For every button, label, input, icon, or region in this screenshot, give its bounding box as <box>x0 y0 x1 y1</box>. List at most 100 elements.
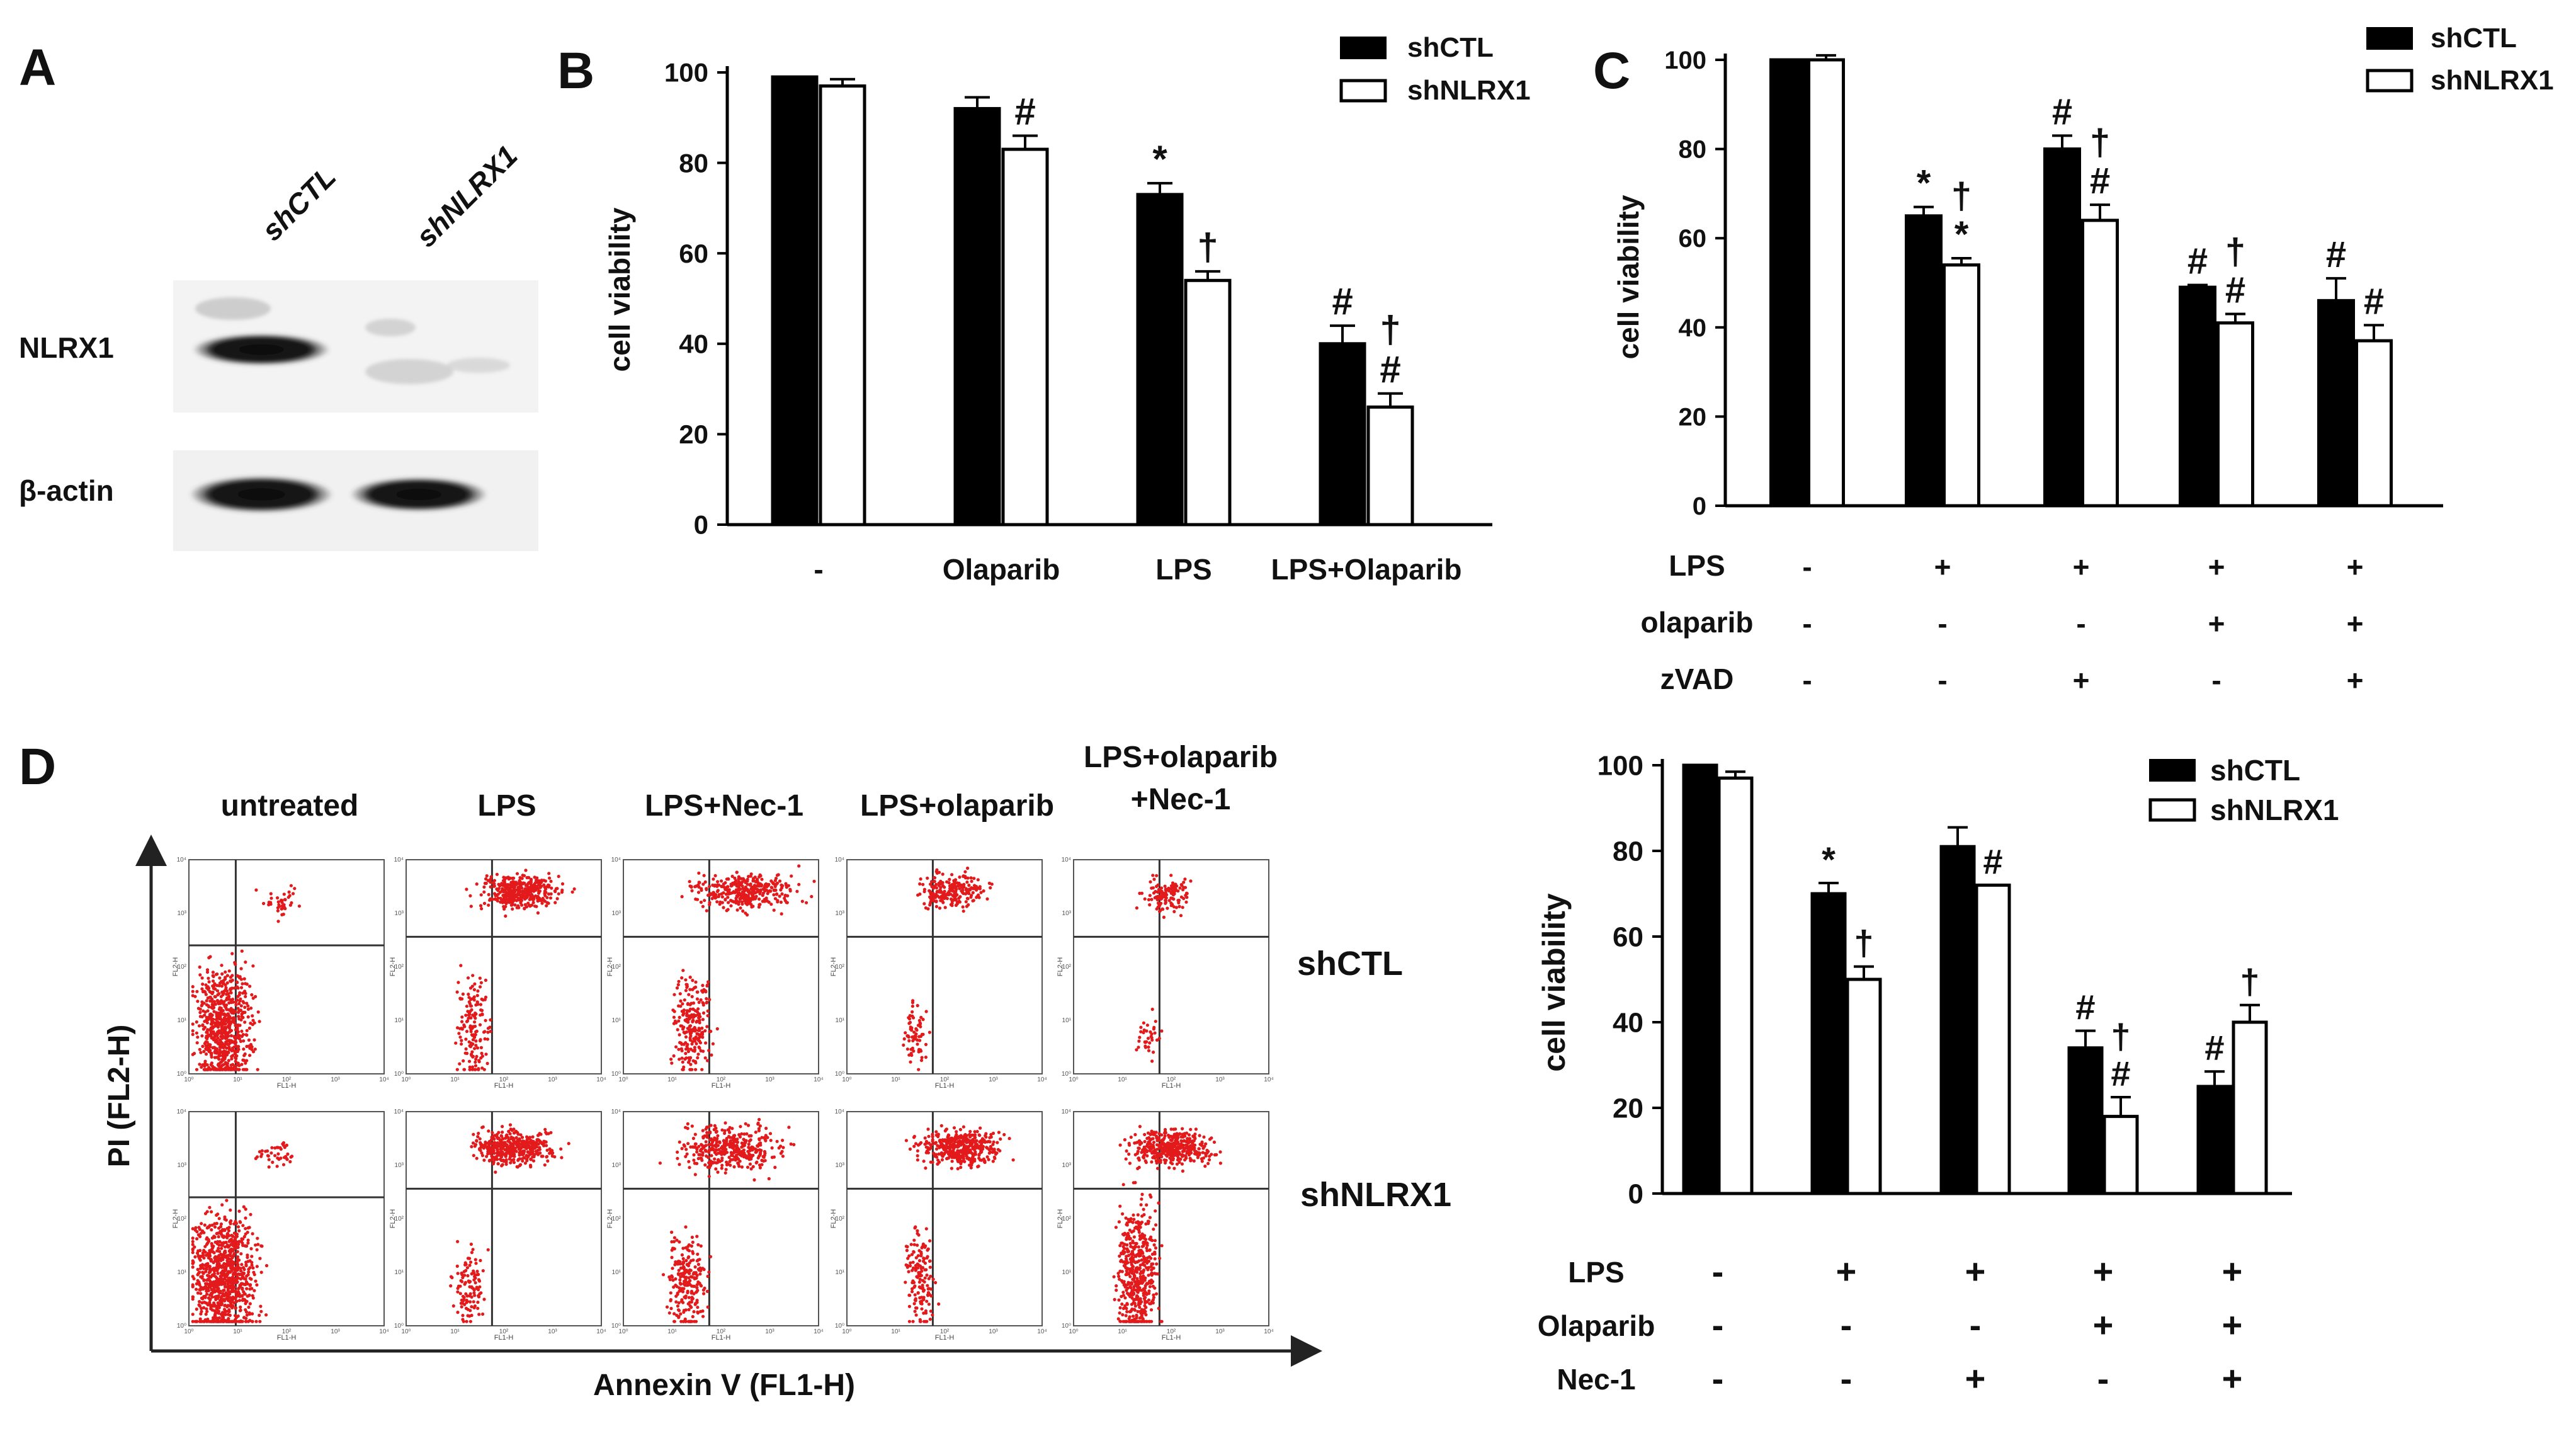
flow-event-dot <box>471 1248 475 1251</box>
flow-event-dot <box>472 995 476 999</box>
chart-b-category-label: Olaparib <box>943 553 1060 586</box>
flow-event-dot <box>516 1158 520 1162</box>
flow-event-dot <box>710 1154 713 1158</box>
flow-tick-label: 10⁴ <box>379 1328 389 1335</box>
flow-event-dot <box>1152 877 1156 881</box>
flow-event-dot <box>475 1000 479 1004</box>
flow-event-dot <box>474 1003 478 1007</box>
chart-c-bar-shnlrx1 <box>2216 321 2254 508</box>
chart-b-ytick-label: 100 <box>664 58 708 88</box>
flow-event-dot <box>271 1160 275 1164</box>
flow-event-dot <box>754 1150 758 1154</box>
flow-event-dot <box>720 1166 723 1170</box>
flow-event-dot <box>473 1047 477 1051</box>
flow-event-dot <box>735 1146 739 1149</box>
flow-event-dot <box>678 1278 682 1282</box>
flow-event-dot <box>960 889 963 893</box>
flow-event-dot <box>204 1040 208 1044</box>
flow-event-dot <box>222 1288 226 1292</box>
flow-event-dot <box>528 886 531 889</box>
flow-event-dot <box>1151 874 1155 877</box>
flow-event-dot <box>460 1020 464 1023</box>
flow-event-dot <box>258 1256 262 1260</box>
flow-event-dot <box>972 877 976 880</box>
flow-tick-label: 10⁴ <box>596 1328 606 1335</box>
chart-c-annotation: # <box>2187 241 2208 282</box>
flow-event-dot <box>912 1302 916 1306</box>
flow-event-dot <box>206 1009 210 1013</box>
flow-event-dot <box>976 878 980 882</box>
flow-tick-label: 10⁴ <box>394 1108 404 1115</box>
flow-event-dot <box>455 1068 459 1071</box>
flow-event-dot <box>218 1239 222 1244</box>
flow-event-dot <box>529 879 533 882</box>
flow-event-dot <box>470 1305 474 1309</box>
flow-event-dot <box>732 1134 735 1137</box>
flow-event-dot <box>256 1010 260 1014</box>
flow-event-dot <box>471 1042 475 1046</box>
flow-event-dot <box>240 1063 244 1066</box>
flow-event-dot <box>479 893 483 897</box>
flow-event-dot <box>781 1139 785 1143</box>
flow-event-dot <box>704 1140 708 1144</box>
flow-event-dot <box>920 1296 924 1299</box>
flow-event-dot <box>227 1046 231 1049</box>
flow-event-dot <box>672 1015 676 1019</box>
flow-tick-label: 10¹ <box>667 1076 677 1083</box>
flow-event-dot <box>208 995 212 999</box>
flow-event-dot <box>966 876 970 880</box>
flow-event-dot <box>214 972 218 976</box>
flow-event-dot <box>679 1289 683 1292</box>
flow-event-dot <box>251 1312 254 1316</box>
flow-small-xlabel: FL1-H <box>935 1082 955 1090</box>
flow-event-dot <box>250 1047 254 1051</box>
flow-event-dot <box>509 883 513 887</box>
flow-event-dot <box>674 1284 678 1287</box>
flow-event-dot <box>545 1154 549 1158</box>
flow-event-dot <box>474 1044 478 1047</box>
chart-c-ytick-label: 60 <box>1679 225 1707 253</box>
flow-event-dot <box>239 986 244 989</box>
flow-event-dot <box>792 1143 796 1146</box>
flow-event-dot <box>919 1252 923 1256</box>
flow-event-dot <box>198 1270 201 1274</box>
flow-event-dot <box>538 1151 542 1155</box>
flow-event-dot <box>249 1006 253 1010</box>
flow-event-dot <box>214 1280 218 1284</box>
flow-event-dot <box>501 1125 504 1129</box>
flow-event-dot <box>538 886 542 889</box>
flow-tick-label: 10⁰ <box>394 1323 404 1330</box>
flow-event-dot <box>676 1028 679 1032</box>
flow-event-dot <box>205 1044 208 1048</box>
flow-event-dot <box>467 1059 472 1063</box>
flow-event-dot <box>953 893 957 897</box>
flow-event-dot <box>471 1038 475 1042</box>
flow-event-dot <box>226 1261 230 1265</box>
flow-event-dot <box>227 1015 231 1018</box>
flow-event-dot <box>236 994 240 998</box>
flow-event-dot <box>714 1126 718 1130</box>
flow-event-dot <box>468 1263 472 1267</box>
flow-event-dot <box>705 887 708 891</box>
flow-event-dot <box>918 1277 922 1281</box>
flow-event-dot <box>1142 1030 1145 1035</box>
flow-event-dot <box>224 1050 228 1054</box>
flow-event-dot <box>240 1034 244 1039</box>
flow-event-dot <box>228 1020 232 1023</box>
flow-event-dot <box>470 1285 474 1289</box>
chart-b-ytick-label: 40 <box>679 329 708 359</box>
flow-event-dot <box>922 1311 926 1315</box>
flow-event-dot <box>768 889 771 892</box>
chart-b-category-label: LPS <box>1155 553 1211 586</box>
flow-event-dot <box>244 994 247 998</box>
flow-event-dot <box>742 1151 746 1155</box>
flow-event-dot <box>904 1031 907 1035</box>
chart-c-condition-symbol: + <box>2347 550 2364 583</box>
flow-event-dot <box>685 1044 689 1048</box>
flow-event-dot <box>756 887 759 891</box>
flow-event-dot <box>222 989 226 993</box>
flow-event-dot <box>224 970 227 974</box>
flow-event-dot <box>1142 1021 1145 1025</box>
flow-event-dot <box>237 1045 241 1049</box>
